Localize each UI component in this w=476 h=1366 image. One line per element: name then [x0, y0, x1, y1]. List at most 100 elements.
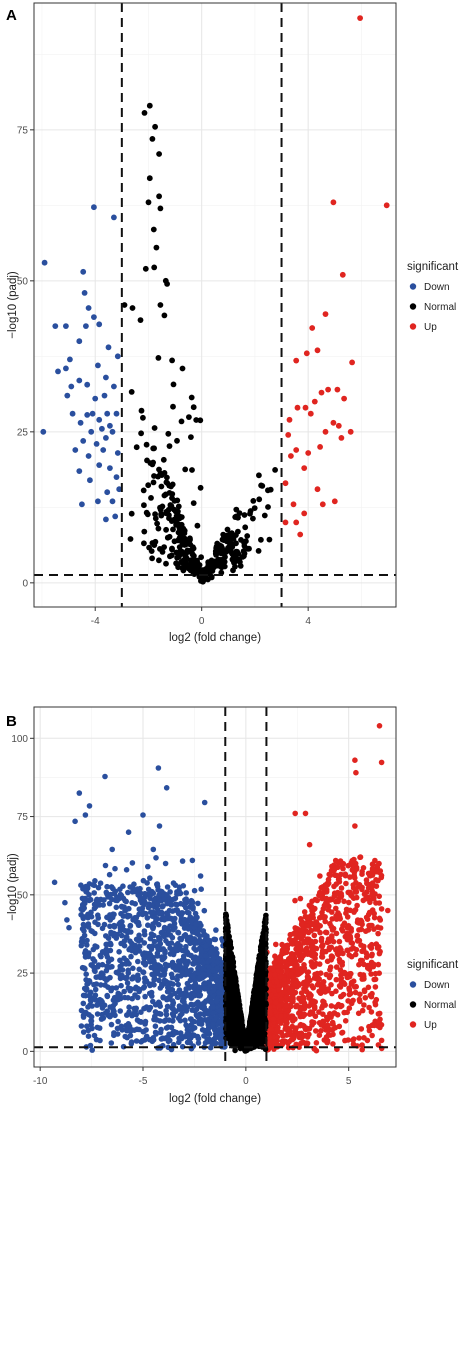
point-down: [82, 966, 88, 972]
point-down: [124, 974, 130, 981]
point-up: [309, 325, 316, 331]
point-up: [309, 898, 315, 905]
point-down: [155, 921, 162, 928]
point-up: [329, 990, 335, 997]
point-normal: [145, 199, 152, 206]
legend-label-up: Up: [424, 322, 437, 333]
point-up: [309, 911, 316, 918]
point-up: [270, 1016, 277, 1022]
point-up: [292, 897, 298, 904]
point-down: [111, 924, 118, 930]
point-up: [286, 416, 293, 423]
point-normal: [190, 500, 197, 506]
point-normal: [152, 123, 159, 130]
point-down: [149, 943, 156, 949]
point-normal: [189, 467, 195, 473]
point-up: [325, 907, 332, 913]
point-down: [195, 969, 202, 976]
point-down: [140, 1028, 146, 1035]
point-down: [83, 986, 90, 992]
point-up: [353, 946, 360, 953]
point-normal: [141, 528, 148, 535]
point-down: [124, 912, 131, 919]
point-down: [125, 928, 131, 934]
point-down: [126, 961, 132, 967]
point-down: [205, 1029, 212, 1035]
point-down: [80, 438, 87, 444]
point-down: [126, 1023, 133, 1030]
point-down: [117, 886, 123, 893]
point-down: [164, 884, 171, 890]
point-down: [103, 977, 110, 983]
point-down: [194, 929, 200, 935]
point-down: [191, 887, 198, 894]
point-normal: [151, 425, 158, 431]
point-normal: [242, 524, 249, 531]
point-up: [378, 1037, 385, 1044]
point-up: [344, 947, 350, 954]
point-down: [127, 938, 133, 944]
point-up: [347, 428, 354, 435]
point-normal: [265, 504, 271, 510]
point-up: [301, 909, 308, 915]
point-up: [375, 877, 381, 884]
point-up: [295, 969, 301, 976]
point-up: [320, 942, 326, 948]
point-normal: [145, 482, 152, 489]
point-down: [184, 980, 191, 987]
point-down: [142, 979, 148, 985]
point-down: [177, 900, 184, 907]
point-up: [296, 1044, 302, 1050]
point-down: [142, 899, 148, 905]
point-up: [292, 925, 299, 931]
point-up: [312, 999, 319, 1005]
point-up: [361, 988, 368, 995]
point-down: [179, 1006, 186, 1012]
point-up: [333, 930, 340, 937]
point-down: [147, 892, 154, 898]
point-down: [94, 1011, 101, 1017]
grid: [34, 3, 396, 607]
point-down: [209, 1040, 215, 1047]
point-down: [156, 977, 162, 984]
point-down: [135, 938, 142, 944]
point-up: [312, 971, 319, 978]
point-up: [376, 1018, 382, 1025]
point-down: [86, 992, 93, 999]
point-up: [336, 938, 343, 945]
point-up: [348, 892, 354, 898]
point-up: [342, 871, 349, 877]
point-down: [190, 961, 197, 967]
point-up: [285, 1044, 292, 1051]
point-down: [176, 1035, 182, 1042]
point-up: [301, 940, 307, 946]
point-normal: [231, 551, 238, 558]
point-up: [353, 866, 360, 872]
point-down: [137, 897, 144, 904]
point-down: [84, 942, 90, 948]
point-down: [218, 985, 225, 992]
point-down: [198, 886, 204, 892]
point-up: [370, 963, 377, 970]
point-down: [170, 927, 176, 933]
point-down: [212, 936, 219, 943]
point-normal: [166, 490, 173, 496]
point-up: [288, 453, 294, 459]
point-down: [111, 383, 117, 390]
point-down: [141, 931, 148, 938]
point-up: [281, 989, 287, 995]
point-down: [195, 992, 202, 999]
point-down: [119, 967, 126, 973]
point-up: [354, 932, 361, 939]
point-down: [153, 1031, 159, 1037]
point-down: [101, 1002, 108, 1008]
legend-title: significant: [407, 261, 459, 273]
point-down: [176, 1039, 182, 1046]
point-normal: [128, 510, 135, 517]
point-up: [294, 984, 300, 990]
point-normal: [154, 520, 161, 527]
point-normal: [159, 549, 166, 555]
point-up: [314, 926, 321, 932]
point-up: [330, 1031, 336, 1038]
point-down: [172, 895, 179, 902]
